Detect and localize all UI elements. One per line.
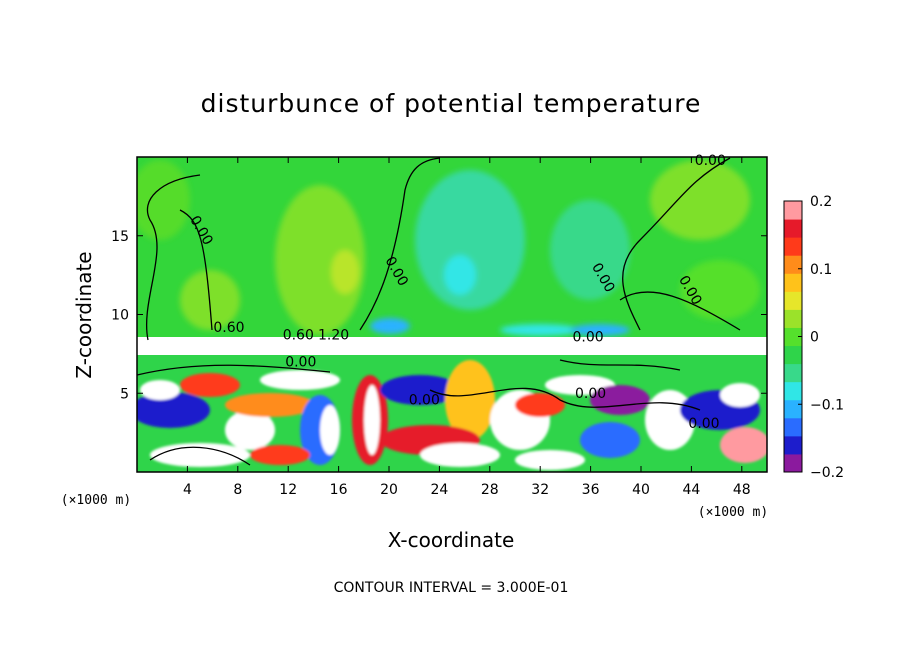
colorbar-tick-label: −0.2 [810, 465, 844, 481]
contour-label: 0.60 [283, 328, 314, 344]
x-tick-label: 44 [682, 482, 700, 498]
x-tick-label: 40 [632, 482, 650, 498]
colorbar-swatch [784, 201, 802, 220]
contour-label: 0.00 [285, 354, 316, 370]
x-axis-title: X-coordinate [388, 528, 515, 552]
shelf-strip [137, 337, 767, 355]
lower-field-patches [137, 360, 767, 470]
y-axis: 5 10 15 [111, 229, 767, 402]
colorbar-swatch [784, 291, 802, 310]
colorbar-tick-label: 0 [810, 330, 819, 346]
colorbar-swatch [784, 273, 802, 292]
x-tick-label: 32 [531, 482, 549, 498]
colorbar-swatch [784, 309, 802, 328]
colorbar-tick-label: −0.1 [810, 397, 844, 413]
contour-label: 0.60 [213, 320, 244, 336]
x-tick-label: 8 [233, 482, 242, 498]
contour-label: 0.00 [695, 153, 726, 169]
colorbar-swatch [784, 381, 802, 401]
colorbar-ticks: 0.2 0.1 0 −0.1 −0.2 [798, 194, 844, 481]
x-tick-label: 20 [380, 482, 398, 498]
upper-field-patches [137, 160, 760, 336]
contour-label: 0.00 [575, 386, 606, 402]
chart-title: disturbunce of potential temperature [201, 89, 702, 118]
contour-label: 0.00 [409, 392, 440, 408]
x-unit-label-left: (×1000 m) [61, 493, 131, 508]
x-axis: 4 8 12 16 20 24 28 32 36 40 44 48 [183, 157, 751, 498]
contour-label: 0.00 [688, 416, 719, 432]
colorbar-swatch [784, 417, 802, 437]
contour-label: 0.00 [572, 329, 603, 345]
x-tick-label: 4 [183, 482, 192, 498]
colorbar-swatch [784, 255, 802, 274]
colorbar-swatch [784, 327, 802, 347]
x-tick-label: 16 [330, 482, 348, 498]
contour-lines [137, 157, 741, 466]
x-tick-label: 36 [582, 482, 600, 498]
x-tick-label: 28 [481, 482, 499, 498]
x-tick-label: 48 [733, 482, 751, 498]
y-tick-label: 15 [111, 229, 129, 245]
x-tick-label: 24 [430, 482, 448, 498]
contour-label: 1.20 [318, 328, 349, 344]
y-tick-label: 10 [111, 308, 129, 324]
colorbar-swatch [784, 345, 802, 365]
colorbar-swatch [784, 435, 802, 455]
colorbar [784, 201, 802, 473]
heatmap-field [137, 157, 767, 472]
colorbar-swatch [784, 219, 802, 238]
colorbar-swatch [784, 453, 802, 473]
colorbar-swatch [784, 363, 802, 383]
x-tick-label: 12 [279, 482, 297, 498]
y-axis-title: Z-coordinate [72, 251, 96, 378]
colorbar-swatch [784, 237, 802, 256]
colorbar-swatch [784, 399, 802, 419]
contour-interval-label: CONTOUR INTERVAL = 3.000E-01 [334, 580, 569, 596]
colorbar-tick-label: 0.2 [810, 194, 832, 210]
colorbar-tick-label: 0.1 [810, 262, 832, 278]
x-unit-label-right: (×1000 m) [698, 505, 768, 520]
y-tick-label: 5 [120, 386, 129, 402]
